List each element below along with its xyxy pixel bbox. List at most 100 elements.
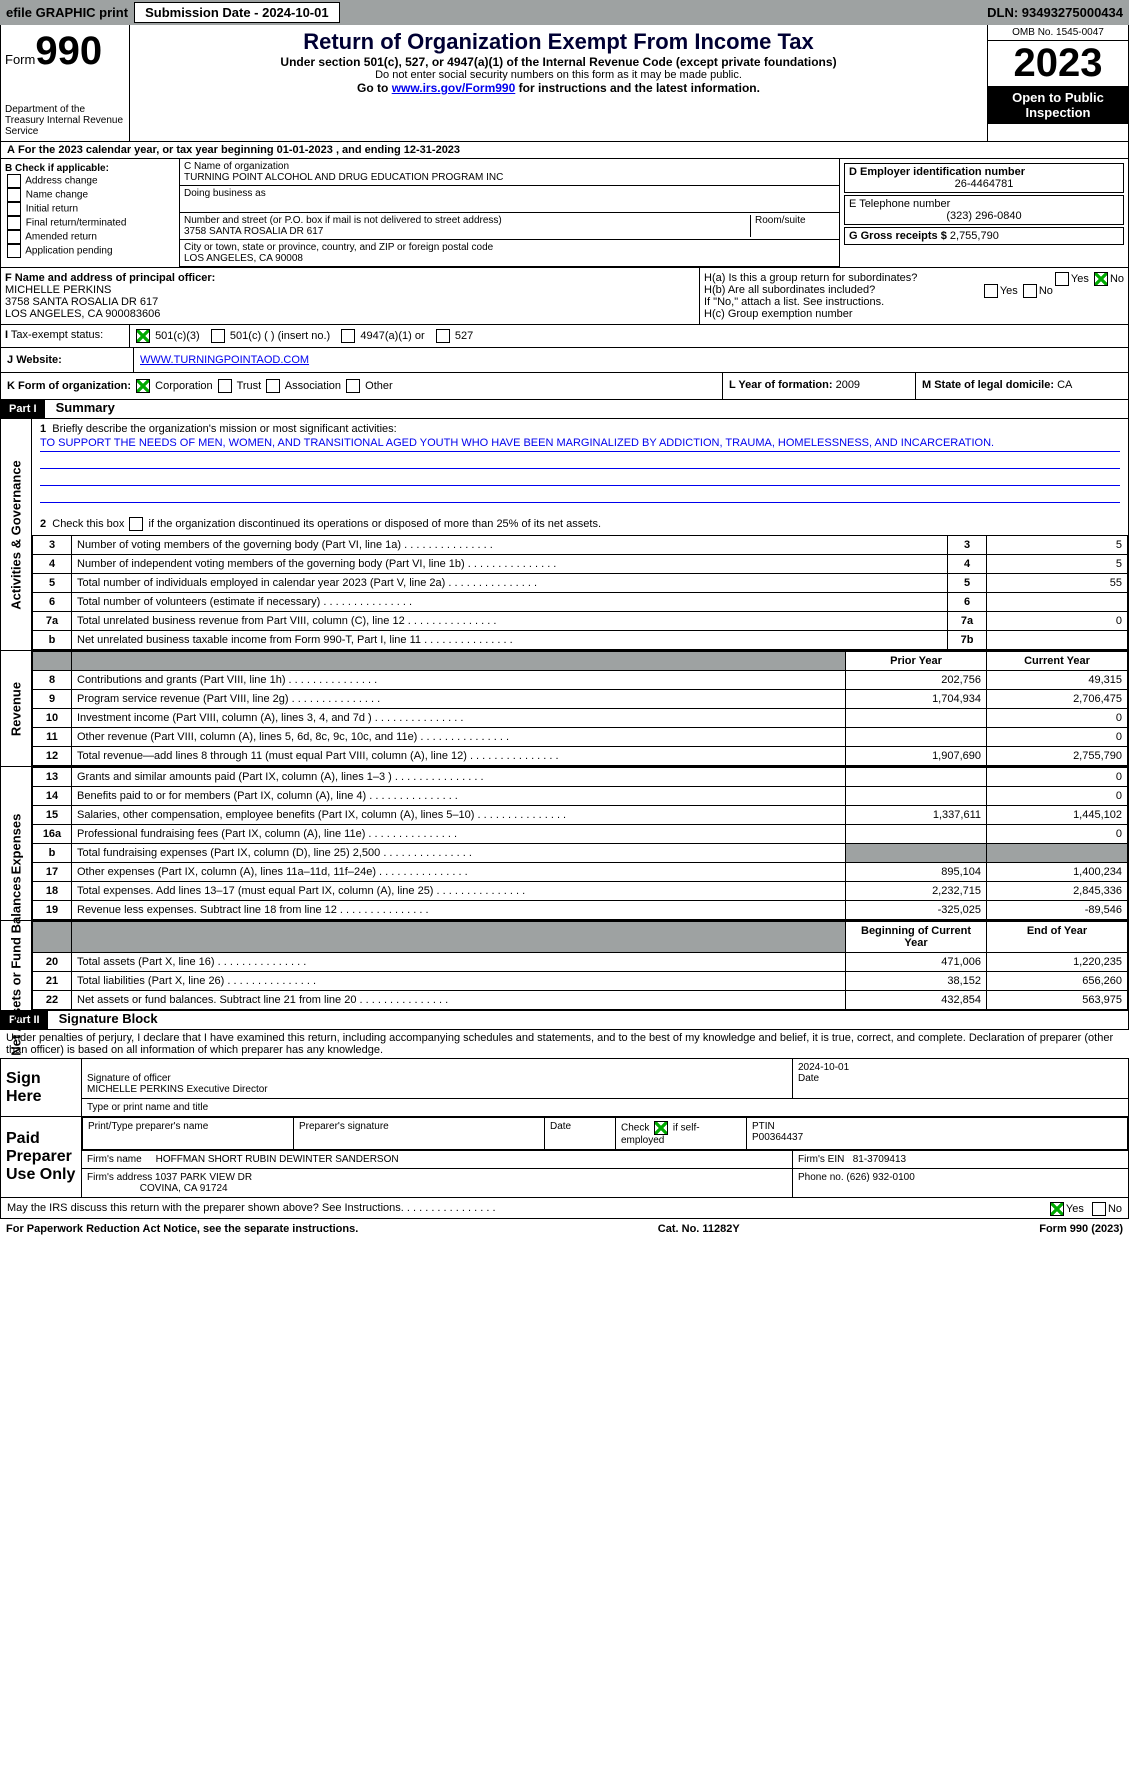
c-room-lbl: Room/suite [755,215,806,226]
ph-val: (626) 932-0100 [846,1172,914,1183]
side-activities: Activities & Governance [9,460,24,610]
form-title: Return of Organization Exempt From Incom… [134,29,983,55]
sig-officer-lbl: Signature of officer [87,1073,171,1084]
q2-pre: Check this box [52,518,127,530]
dln: DLN: 93493275000434 [987,5,1123,20]
prep-name-lbl: Print/Type preparer's name [83,1118,294,1150]
part1-netassets: Net Assets or Fund Balances Beginning of… [0,921,1129,1011]
part2-title: Signature Block [51,1009,166,1028]
g-val: 2,755,790 [950,230,999,242]
sig-date-lbl: Date [798,1073,819,1084]
chk-amended[interactable] [7,230,21,244]
b-header: B Check if applicable: [5,163,109,174]
hb-lbl: H(b) Are all subordinates included? [704,284,875,296]
chk-final[interactable] [7,216,21,230]
part1-governance: Activities & Governance 1 Briefly descri… [0,419,1129,651]
ha-no[interactable] [1094,272,1108,286]
side-netassets: Net Assets or Fund Balances [9,876,24,1055]
chk-trust[interactable] [218,379,232,393]
firmaddr2: COVINA, CA 91724 [140,1183,228,1194]
part1-bar: Part I [1,400,45,418]
line-a: A For the 2023 calendar year, or tax yea… [0,142,1129,159]
form-header: Form990 Department of the Treasury Inter… [0,25,1129,142]
chk-address[interactable] [7,174,21,188]
ein-lbl: Firm's EIN [798,1154,844,1165]
section-i: I Tax-exempt status: 501(c)(3) 501(c) ( … [0,325,1129,348]
e-lbl: E Telephone number [849,198,950,210]
hb-no[interactable] [1023,284,1037,298]
website-link[interactable]: WWW.TURNINGPOINTAOD.COM [140,354,309,366]
hc-lbl: H(c) Group exemption number [704,308,853,320]
chk-discontinued[interactable] [129,517,143,531]
c-addr: 3758 SANTA ROSALIA DR 617 [184,226,323,237]
j-lbl: Website: [16,354,62,366]
side-revenue: Revenue [9,681,24,735]
h-note: If "No," attach a list. See instructions… [704,296,884,308]
netassets-table: Beginning of Current YearEnd of Year20To… [32,921,1128,1010]
form-sub2: Do not enter social security numbers on … [134,69,983,81]
ein-val: 81-3709413 [853,1154,906,1165]
chk-501c3[interactable] [136,329,150,343]
f-addr1: 3758 SANTA ROSALIA DR 617 [5,296,158,308]
section-bcd: B Check if applicable: Address change Na… [0,159,1129,268]
mission-blank3 [40,488,1120,503]
chk-selfemp[interactable] [654,1121,668,1135]
submission-date: Submission Date - 2024-10-01 [134,2,340,23]
prep-chk-lbl: Check [621,1123,652,1134]
paid-preparer: Paid Preparer Use Only [1,1117,82,1198]
ha-yes[interactable] [1055,272,1069,286]
sig-date: 2024-10-01 [798,1062,849,1073]
tax-year: 2023 [988,41,1128,86]
form-sub1: Under section 501(c), 527, or 4947(a)(1)… [134,55,983,69]
form-sub3-post: for instructions and the latest informat… [515,81,760,95]
q1: Briefly describe the organization's miss… [52,423,396,435]
d-val: 26-4464781 [849,178,1119,190]
signature-table: Sign Here Signature of officerMICHELLE P… [0,1058,1129,1198]
c-city-lbl: City or town, state or province, country… [184,242,493,253]
q2-post: if the organization discontinued its ope… [145,518,601,530]
chk-assoc[interactable] [266,379,280,393]
footer: For Paperwork Reduction Act Notice, see … [0,1219,1129,1239]
foot-cat: Cat. No. 11282Y [658,1223,740,1235]
chk-527[interactable] [436,329,450,343]
ptin-lbl: PTIN [752,1121,775,1132]
chk-501c[interactable] [211,329,225,343]
type-lbl: Type or print name and title [82,1099,1129,1117]
firm-val: HOFFMAN SHORT RUBIN DEWINTER SANDERSON [156,1154,399,1165]
topbar: efile GRAPHIC print Submission Date - 20… [0,0,1129,25]
hb-yes[interactable] [984,284,998,298]
m-val: CA [1057,379,1072,391]
f-addr2: LOS ANGELES, CA 900083606 [5,308,160,320]
firmaddr-lbl: Firm's address [87,1172,152,1183]
revenue-table: Prior YearCurrent Year8Contributions and… [32,651,1128,766]
governance-table: 3Number of voting members of the governi… [32,535,1128,650]
irs-yes[interactable] [1050,1202,1064,1216]
firmaddr1: 1037 PARK VIEW DR [155,1172,252,1183]
irs-no[interactable] [1092,1202,1106,1216]
open-public: Open to Public Inspection [988,86,1128,124]
form-label: Form [5,52,35,67]
sign-here: Sign Here [1,1059,82,1117]
part1-expenses: Expenses 13Grants and similar amounts pa… [0,767,1129,921]
e-val: (323) 296-0840 [849,210,1119,222]
omb: OMB No. 1545-0047 [988,25,1128,41]
l-val: 2009 [836,379,860,391]
foot-right: Form 990 (2023) [1039,1223,1123,1235]
chk-name[interactable] [7,188,21,202]
ha-lbl: H(a) Is this a group return for subordin… [704,272,917,284]
declaration: Under penalties of perjury, I declare th… [0,1030,1129,1058]
f-name: MICHELLE PERKINS [5,284,111,296]
section-j: J Website: WWW.TURNINGPOINTAOD.COM [0,348,1129,373]
part2-header: Part II Signature Block [0,1011,1129,1030]
irs-link[interactable]: www.irs.gov/Form990 [392,81,516,95]
chk-initial[interactable] [7,202,21,216]
chk-other[interactable] [346,379,360,393]
mission-text: TO SUPPORT THE NEEDS OF MEN, WOMEN, AND … [40,437,1120,452]
form-number: 990 [35,29,102,73]
chk-corp[interactable] [136,379,150,393]
chk-pending[interactable] [7,244,21,258]
firm-lbl: Firm's name [87,1154,142,1165]
chk-4947[interactable] [341,329,355,343]
prep-sig-lbl: Preparer's signature [294,1118,545,1150]
c-dba-lbl: Doing business as [184,188,266,199]
